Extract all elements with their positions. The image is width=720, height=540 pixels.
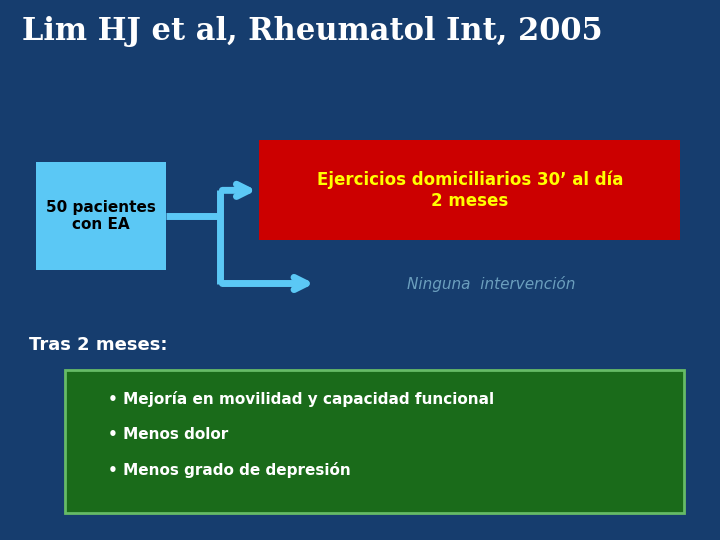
Text: Tras 2 meses:: Tras 2 meses: xyxy=(29,336,167,354)
Text: Lim HJ et al, Rheumatol Int, 2005: Lim HJ et al, Rheumatol Int, 2005 xyxy=(22,16,602,47)
Text: 50 pacientes
con EA: 50 pacientes con EA xyxy=(46,200,156,232)
Text: • Menos grado de depresión: • Menos grado de depresión xyxy=(108,462,351,478)
Text: • Mejoría en movilidad y capacidad funcional: • Mejoría en movilidad y capacidad funci… xyxy=(108,390,494,407)
FancyBboxPatch shape xyxy=(259,140,680,240)
FancyBboxPatch shape xyxy=(36,162,166,270)
FancyBboxPatch shape xyxy=(65,370,684,513)
Text: Ninguna  intervención: Ninguna intervención xyxy=(407,275,575,292)
Text: Ejercicios domiciliarios 30’ al día
2 meses: Ejercicios domiciliarios 30’ al día 2 me… xyxy=(317,171,623,210)
Text: • Menos dolor: • Menos dolor xyxy=(108,427,228,442)
